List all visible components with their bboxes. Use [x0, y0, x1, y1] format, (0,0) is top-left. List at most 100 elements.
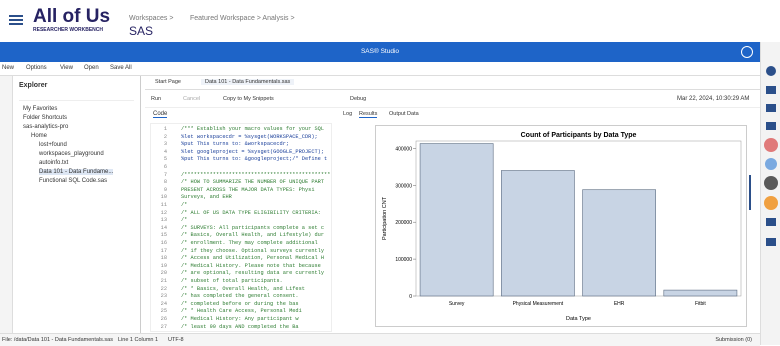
chart: Count of Participants by Data Type Partic… — [382, 132, 742, 322]
right-sidebar — [760, 42, 780, 345]
tree-item[interactable]: Folder Shortcuts — [23, 115, 68, 121]
toolbar-button[interactable]: Debug — [350, 96, 367, 102]
code-line: /* least 90 days AND completed the Ba — [181, 323, 299, 330]
line-number: 12 — [160, 209, 167, 216]
bar — [582, 189, 656, 297]
toolbar-button[interactable]: Cancel — [183, 96, 201, 102]
plot-frame — [415, 140, 742, 297]
line-number: 13 — [160, 217, 167, 224]
code-line: /***************************************… — [181, 171, 332, 178]
user-icon[interactable] — [741, 46, 753, 58]
line-number: 19 — [160, 262, 167, 269]
tree-item[interactable]: workspaces_playground — [39, 151, 104, 157]
sidebar-icon[interactable] — [766, 238, 776, 246]
sidebar-icon[interactable] — [766, 122, 776, 130]
toolbar-button[interactable]: Run — [151, 96, 162, 102]
status-item: Line 1 Column 1 — [118, 337, 159, 343]
line-number: 25 — [160, 308, 167, 315]
y-tick-label: 300000 — [395, 183, 412, 189]
sidebar-icon[interactable] — [766, 86, 776, 94]
editor-tab[interactable]: Start Page — [155, 79, 181, 85]
code-line: /* if they choose. Optional surveys curr… — [181, 247, 325, 254]
menu-item[interactable]: Options — [26, 65, 47, 71]
sidebar-icon[interactable] — [766, 104, 776, 112]
code-line: /* ALL OF US DATA TYPE ELIGIBILITY CRITE… — [181, 209, 321, 216]
y-tick-label: 0 — [409, 294, 412, 300]
code-line: /* HOW TO SUMMARIZE THE NUMBER OF UNIQUE… — [181, 179, 325, 186]
menu-bar: New Options View Open Save All — [0, 62, 760, 76]
results-tabs: Log Results Output Data — [343, 111, 753, 120]
line-number: 10 — [160, 194, 167, 201]
line-number: 22 — [160, 285, 167, 292]
menu-item[interactable]: Open — [84, 65, 99, 71]
breadcrumb[interactable]: Featured Workspace > Analysis > — [190, 15, 295, 22]
line-number: 14 — [160, 224, 167, 231]
menu-item[interactable]: New — [2, 65, 15, 71]
toolbar-button[interactable]: Copy to My Snippets — [223, 96, 274, 102]
code-line: /* subset of total participants. — [181, 278, 283, 284]
page-title: SAS — [129, 24, 154, 38]
tree-item[interactable]: My Favorites — [23, 106, 58, 112]
menu-item[interactable]: Save All — [110, 65, 132, 71]
sidebar-icon[interactable] — [766, 218, 776, 226]
sidebar-icon[interactable] — [764, 176, 778, 190]
tree-item[interactable]: Home — [31, 133, 48, 139]
code-line: /* enrollment. They may complete additio… — [181, 240, 318, 246]
sidebar-icon[interactable] — [764, 138, 778, 152]
code-line: %let workspacecdr = %sysget(WORKSPACE_CD… — [181, 133, 318, 140]
tree-item[interactable]: Data 101 - Data Fundame... — [39, 169, 114, 175]
code-line: /* Basics, Overall Health, and Lifestyle… — [181, 232, 325, 239]
line-number: 23 — [160, 293, 167, 300]
tree-item[interactable]: lost+found — [39, 142, 67, 148]
x-tick-label: Physical Measurement — [513, 301, 564, 307]
editor-tab[interactable]: Data 101 - Data Fundamentals.sas — [201, 79, 295, 85]
app-title: SAS® Studio — [360, 48, 400, 55]
code-line: Surveys, and EHR — [181, 194, 232, 201]
results-tab[interactable]: Log — [343, 111, 353, 117]
tree-item[interactable]: autoinfo.txt — [39, 160, 69, 166]
line-number: 20 — [160, 270, 167, 277]
sidebar-icon[interactable] — [766, 66, 776, 76]
top-header: All of Us RESEARCHER WORKBENCH Workspace… — [0, 0, 780, 43]
sidebar-icon[interactable] — [765, 158, 777, 170]
code-line: /* completed before or during the bas — [181, 300, 299, 307]
line-number: 4 — [163, 148, 167, 155]
results-tab[interactable]: Results — [359, 111, 378, 118]
status-item: File: /data/Data 101 - Data Fundamentals… — [2, 337, 113, 343]
submission[interactable]: Submission (0) — [715, 337, 752, 343]
code-line: /* — [181, 202, 188, 208]
line-number: 9 — [163, 186, 167, 193]
timestamp: Mar 22, 2024, 10:30:29 AM — [677, 96, 750, 102]
tree-item[interactable]: sas-analytics-pro — [23, 124, 69, 130]
code-tab[interactable]: Code — [153, 111, 168, 118]
results-tab[interactable]: Output Data — [389, 111, 419, 117]
toolbar: Mar 22, 2024, 10:30:29 AM Run Cancel Copy … — [145, 91, 760, 108]
status-item: UTF-8 — [168, 337, 184, 343]
line-number: 6 — [163, 164, 167, 170]
code-line: /* * Basics, Overall Health, and Lifest — [181, 285, 305, 292]
code-line: PRESENT ACROSS THE MAJOR DATA TYPES: Phy… — [181, 186, 315, 193]
y-tick-label: 100000 — [395, 257, 412, 263]
code-line: /* Medical History. Please note that bec… — [181, 262, 321, 269]
bar — [501, 170, 575, 297]
sidebar-icon[interactable] — [764, 196, 778, 210]
chart-title: Count of Participants by Data Type — [521, 132, 637, 139]
bar — [419, 143, 494, 297]
menu-item[interactable]: View — [60, 65, 73, 71]
logo: All of Us — [33, 6, 111, 27]
code-line: /* Medical History: Any participant w — [181, 316, 299, 322]
code-line: /* * Health Care Access, Personal Medi — [181, 308, 302, 315]
tree-item[interactable]: Functional SQL Code.sas — [39, 178, 108, 184]
breadcrumb[interactable]: Workspaces > — [129, 15, 174, 22]
x-tick-label: EHR — [614, 301, 625, 307]
menu-icon[interactable] — [9, 15, 23, 17]
code-line: /* are optional, resulting data are curr… — [181, 270, 325, 277]
code-line: /* Access and Utilization, Personal Medi… — [181, 255, 325, 262]
line-number: 15 — [160, 232, 167, 239]
left-rail — [0, 76, 13, 333]
tab-bar: Start Page Data 101 - Data Fundamentals.s… — [145, 76, 760, 90]
line-number: 27 — [160, 323, 167, 330]
code-editor[interactable]: 1 /*** Establish your macro values for yo… — [150, 123, 332, 332]
status-bar: Submission (0) File: /data/Data 101 - Da… — [0, 333, 760, 346]
y-tick-label: 200000 — [395, 220, 412, 226]
